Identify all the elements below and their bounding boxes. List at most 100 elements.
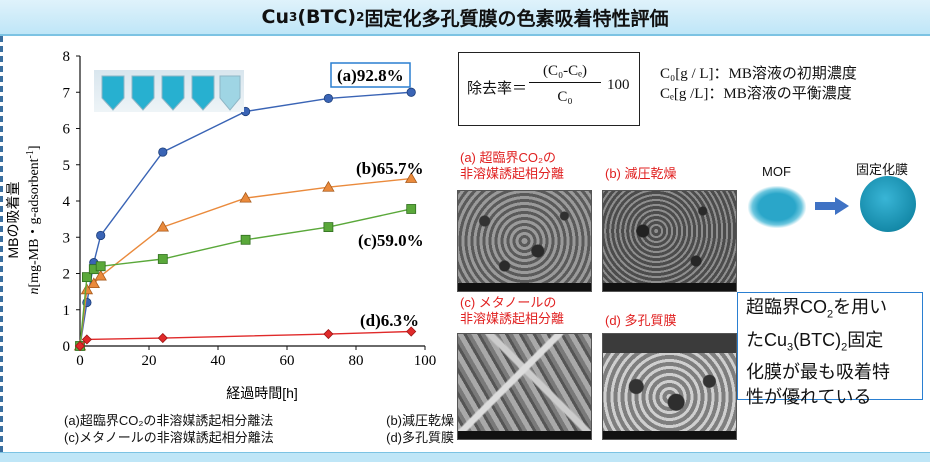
sem-scale-bar-d	[603, 431, 736, 439]
caption-c-line2: 非溶媒誘起相分離	[460, 311, 565, 326]
data-point-s1-2	[87, 277, 100, 289]
membrane-image	[860, 176, 916, 232]
caption-a-line1: (a) 超臨界CO₂の	[460, 150, 557, 165]
sem-image-c	[457, 333, 592, 440]
y-axis-label-2: n[mg-MB・g-adsorbent-1]	[25, 145, 42, 294]
y-axis-label-sup: -1	[25, 150, 36, 158]
sem-scale-bar-b	[603, 283, 736, 291]
sem-scale-bar-c	[458, 431, 591, 439]
mof-powder-image	[748, 186, 806, 228]
definition-c0: C₀[g / L]：MB溶液の初期濃度	[660, 66, 857, 82]
y-axis-label-1: MBの吸着量	[5, 182, 21, 259]
vials-drawing	[101, 75, 241, 111]
conclusion-l1a: 超臨界CO	[746, 297, 827, 317]
conclusion-l2c: 固定	[847, 329, 884, 350]
data-point-s3-3	[323, 328, 334, 340]
label-a-box	[330, 62, 411, 88]
left-rule	[0, 36, 3, 456]
data-point-s1-1	[80, 283, 94, 295]
data-point-s1-3	[94, 269, 107, 281]
y-tick-label: 6	[63, 122, 71, 138]
x-tick-label: 0	[76, 353, 84, 369]
conclusion-l2a: たCu	[746, 329, 788, 350]
x-tick-label: 60	[280, 353, 295, 369]
formula-numerator: (C₀-Cₑ)	[529, 63, 601, 83]
y-tick-label: 3	[63, 230, 71, 246]
caption-a: (a) 超臨界CO₂の 非溶媒誘起相分離	[460, 150, 564, 182]
caption-a-line2: 非溶媒誘起相分離	[460, 166, 565, 181]
caption-c: (c) メタノールの 非溶媒誘起相分離	[460, 295, 564, 327]
conclusion-l2sub1: 3	[787, 341, 794, 354]
series-label-b: (b)65.7%	[356, 159, 424, 178]
y-tick-label: 1	[63, 303, 71, 319]
x-tick-label: 80	[349, 353, 364, 369]
arrow-right-icon	[815, 197, 849, 215]
sem-image-a	[457, 190, 592, 292]
method-legend: (a)超臨界CO₂の非溶媒誘起相分離法 (b)減圧乾燥 (c)メタノールの非溶媒誘…	[64, 412, 454, 446]
data-point-s3-0	[74, 340, 86, 352]
data-point-s0-4	[158, 147, 168, 157]
series-label-d: (d)6.3%	[360, 311, 419, 330]
plot-group: 0 20 40 60 80 100 0 1 2 3 4 5 6 7 8	[63, 49, 437, 369]
legend-b: (b)減圧乾燥	[386, 413, 454, 428]
data-point-s1-7	[405, 172, 418, 183]
data-point-s1-4	[156, 220, 169, 232]
definition-ce: Cₑ[g /L]：MB溶液の平衡濃度	[660, 86, 852, 102]
data-point-s0-7	[406, 87, 416, 97]
page-title: Cu 3 (BTC) 2 固定化多孔質膜の色素吸着特性評価	[0, 0, 930, 36]
caption-c-line1: (c) メタノールの	[460, 295, 557, 310]
y-tick-label: 0	[63, 339, 71, 355]
data-point-s3-4	[406, 326, 417, 337]
x-tick-label: 40	[211, 353, 226, 369]
title-sub2: 2	[356, 10, 365, 24]
legend-a: (a)超臨界CO₂の非溶媒誘起相分離法	[64, 413, 274, 428]
data-point-s0-3	[96, 230, 106, 241]
y-axis-label-unit: [mg-MB・g-adsorbent	[27, 158, 42, 287]
y-tick-label: 7	[63, 85, 71, 101]
y-tick-label: 5	[63, 158, 71, 174]
series-label-c: (c)59.0%	[358, 231, 424, 250]
membrane-label: 固定化膜	[856, 162, 909, 177]
data-point-s2-3	[95, 261, 106, 272]
conclusion-line2: たCu3(BTC)2固定	[746, 328, 914, 361]
conclusion-l2sub2: 2	[841, 341, 848, 354]
data-point-s2-6	[323, 222, 334, 233]
mb-vials-photo	[94, 70, 244, 112]
y-axis-label-close: ]	[27, 145, 42, 150]
title-prefix: Cu	[261, 6, 289, 28]
caption-d: (d) 多孔質膜	[605, 313, 677, 328]
series-line-3	[79, 330, 412, 347]
conclusion-line4: 性が優れている	[746, 387, 872, 408]
data-point-s2-7	[406, 204, 417, 214]
removal-rate-formula: 除去率＝ (C₀-Cₑ) C₀ 100	[458, 52, 640, 126]
formula-label: 除去率＝	[467, 81, 528, 97]
x-tick-label: 20	[142, 353, 157, 369]
title-mid: (BTC)	[297, 6, 357, 28]
data-point-s2-5	[240, 234, 251, 245]
conclusion-l1sub: 2	[827, 308, 834, 321]
series-line-0	[79, 91, 412, 347]
concentration-definitions: C₀[g / L]：MB溶液の初期濃度 Cₑ[g /L]：MB溶液の平衡濃度	[660, 64, 857, 104]
data-point-s0-6	[323, 93, 333, 104]
data-point-s3-2	[157, 332, 168, 344]
data-point-s2-4	[157, 254, 168, 264]
data-point-s3-1	[81, 334, 92, 345]
x-axis-label: 経過時間[h]	[226, 385, 298, 401]
formula-factor: 100	[607, 77, 630, 93]
data-point-s2-1	[82, 272, 92, 283]
x-tick-label: 100	[414, 353, 437, 369]
y-tick-label: 2	[63, 267, 71, 283]
title-sub1: 3	[288, 10, 298, 24]
sem-image-d	[602, 333, 737, 440]
formula-fraction: (C₀-Cₑ) C₀	[529, 63, 601, 106]
conclusion-box: 超臨界CO2を用い たCu3(BTC)2固定 化膜が最も吸着特 性が優れている	[737, 292, 923, 407]
caption-b: (b) 減圧乾燥	[605, 166, 677, 181]
mof-label: MOF	[762, 164, 791, 179]
data-point-s1-6	[322, 180, 335, 192]
series-label-a: (a)92.8%	[337, 66, 404, 85]
conclusion-l1b: を用い	[833, 297, 888, 317]
bottom-bar	[0, 452, 930, 462]
conclusion-line1: 超臨界CO2を用い	[746, 295, 914, 328]
sem-scale-bar-a	[458, 283, 591, 291]
